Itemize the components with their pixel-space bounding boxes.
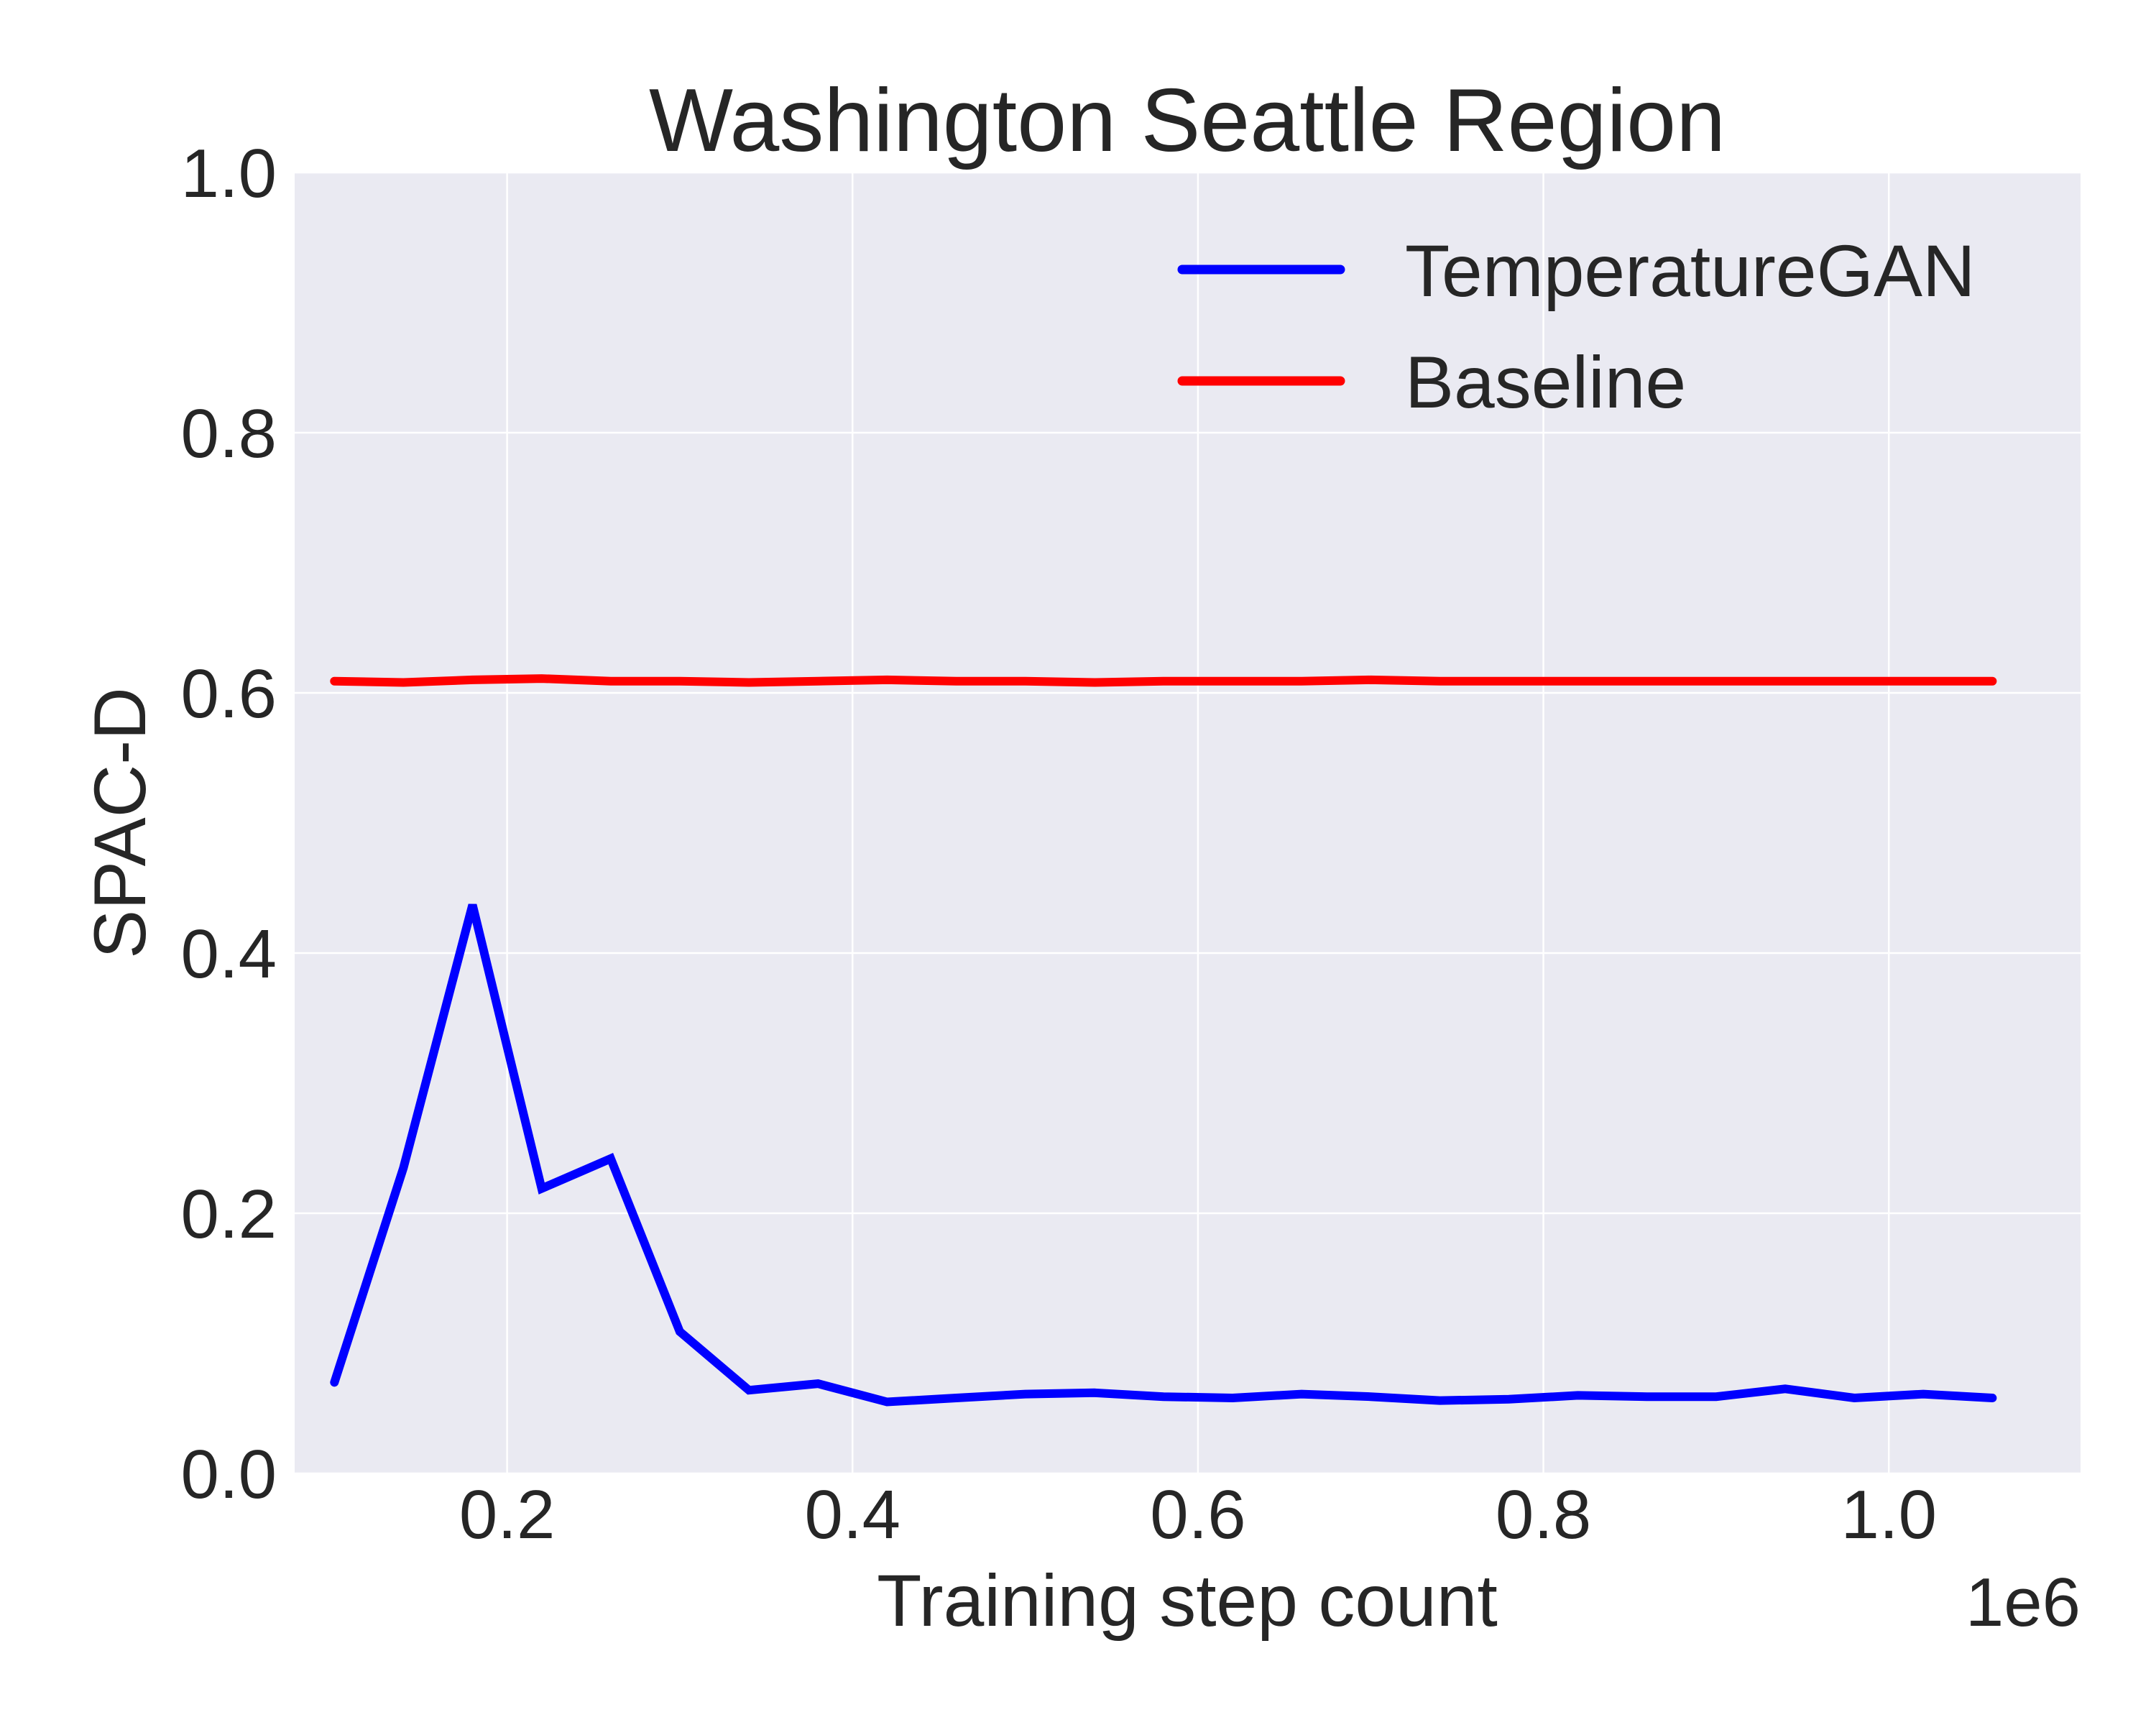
x-tick-label: 0.2 bbox=[459, 1476, 555, 1553]
x-tick-labels: 0.2 0.4 0.6 0.8 1.0 bbox=[459, 1476, 1937, 1553]
y-axis-label: SPAC-D bbox=[79, 687, 161, 959]
x-tick-label: 1.0 bbox=[1841, 1476, 1937, 1553]
y-tick-label: 0.4 bbox=[181, 916, 277, 993]
chart-title: Washington Seattle Region bbox=[649, 71, 1726, 170]
series-line-baseline bbox=[330, 674, 1997, 687]
series-layer bbox=[330, 674, 1997, 1407]
y-tick-label: 1.0 bbox=[181, 135, 277, 212]
legend: TemperatureGAN Baseline bbox=[1177, 230, 1976, 423]
x-tick-label: 0.8 bbox=[1496, 1476, 1591, 1553]
grid-lines bbox=[295, 171, 2081, 1475]
legend-label-baseline: Baseline bbox=[1405, 341, 1686, 423]
x-tick-label: 0.4 bbox=[805, 1476, 900, 1553]
legend-label-temperaturegan: TemperatureGAN bbox=[1405, 230, 1976, 312]
y-tick-label: 0.8 bbox=[181, 395, 277, 472]
y-tick-label: 0.6 bbox=[181, 656, 277, 732]
x-axis-offset-label: 1e6 bbox=[1966, 1564, 2081, 1641]
plot-area-background bbox=[295, 172, 2081, 1473]
x-tick-label: 0.6 bbox=[1150, 1476, 1245, 1553]
x-axis-label: Training step count bbox=[877, 1560, 1498, 1642]
y-tick-label: 0.2 bbox=[181, 1176, 277, 1253]
y-tick-labels: 0.0 0.2 0.4 0.6 0.8 1.0 bbox=[181, 135, 277, 1513]
y-tick-label: 0.0 bbox=[181, 1436, 277, 1513]
